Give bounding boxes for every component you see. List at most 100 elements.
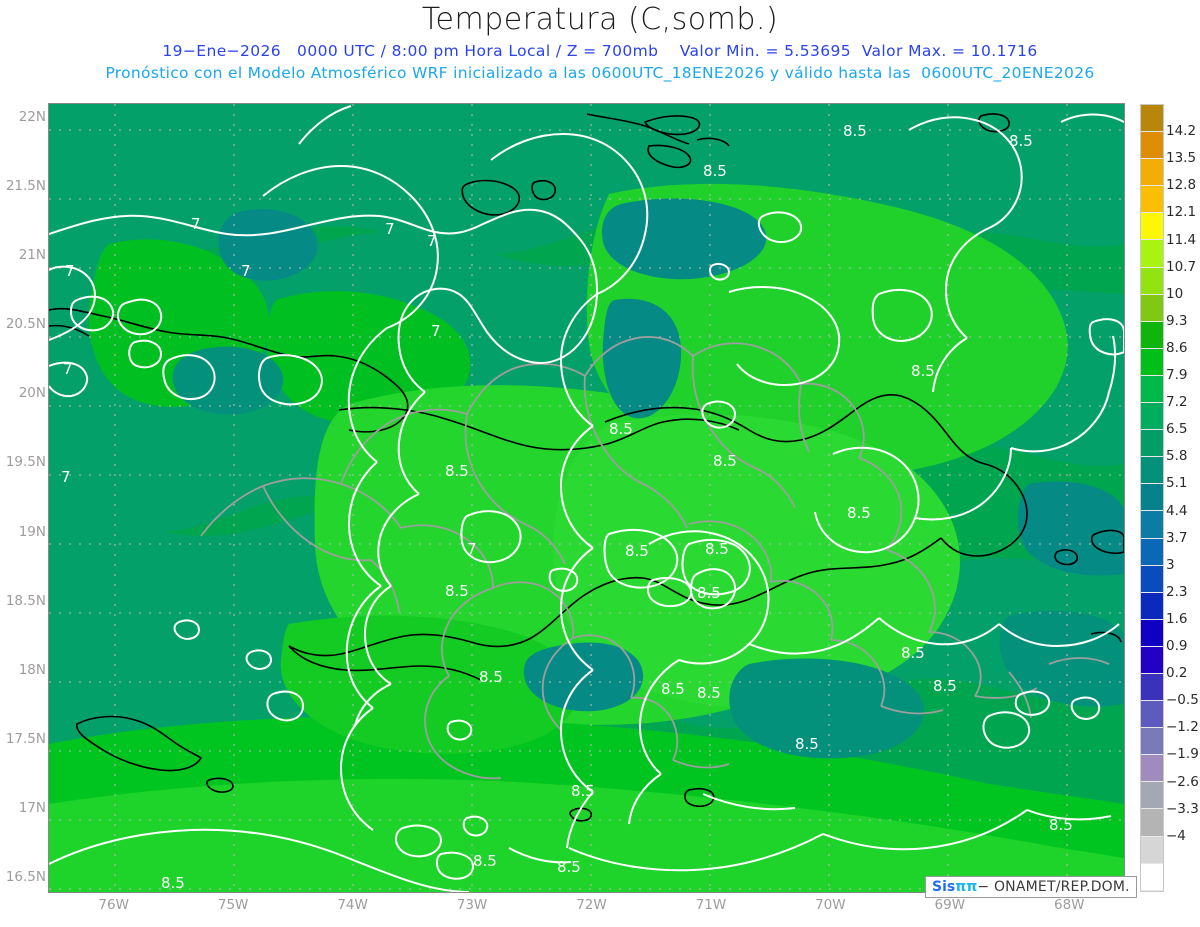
contour-7-a (49, 208, 599, 364)
contour-label-85: 8.5 (933, 677, 957, 695)
colorbar-tick-label: 10 (1166, 285, 1184, 302)
contour-label-85: 8.5 (795, 735, 819, 753)
colorbar-tick-label: 0.9 (1166, 638, 1188, 655)
colorbar-tick-label: 3.7 (1166, 529, 1188, 546)
contour-85-w (908, 116, 1023, 229)
contour-85-k (566, 791, 594, 849)
colorbar-cell (1141, 267, 1163, 295)
colorbar-tick-label: −3.3 (1166, 800, 1199, 817)
latitude-tick-label: 19.5N (5, 454, 46, 471)
colorbar-tick-label: −0.5 (1166, 692, 1199, 709)
contour-ring-15 (709, 262, 731, 281)
province-line-12 (441, 587, 494, 677)
contour-7-j (49, 361, 89, 398)
contour-label-85: 8.5 (1009, 132, 1033, 150)
latitude-tick-label: 16.5N (5, 869, 46, 886)
contour-7-o (363, 585, 392, 685)
shading-pocket-teal-6 (1017, 481, 1124, 576)
contour-label-7: 7 (63, 360, 73, 378)
map-plot-area[interactable]: 7 7 7 7 7 7 7 7 7 8.5 8.5 8.5 8.5 8.5 (48, 103, 1125, 893)
contour-85-aa (49, 828, 470, 892)
contour-85-o (689, 568, 736, 610)
contour-ring-1 (173, 619, 201, 640)
contour-label-85: 8.5 (843, 122, 867, 140)
contour-85-d (345, 585, 382, 709)
contour-label-7: 7 (241, 262, 251, 280)
contour-85-u (1010, 391, 1110, 453)
contour-label-85: 8.5 (703, 162, 727, 180)
coast-bahamas-7 (531, 179, 557, 201)
contour-label-85: 8.5 (705, 540, 729, 558)
contour-85-q (878, 617, 1000, 646)
colorbar-cell (1141, 132, 1163, 160)
contour-85-b (347, 327, 388, 463)
contour-85-l (648, 530, 770, 665)
contour-7-p (354, 683, 392, 727)
province-line-6 (800, 382, 865, 459)
contour-label-85: 8.5 (697, 584, 721, 602)
contour-ring-7 (1070, 696, 1101, 720)
shading-pocket-teal-3 (602, 298, 682, 419)
province-line-16 (770, 579, 834, 641)
contour-ring-12 (462, 815, 489, 837)
contour-85-n (628, 773, 662, 825)
colorbar[interactable] (1140, 104, 1164, 892)
province-line-13 (424, 675, 450, 763)
colorbar-cell (1141, 511, 1163, 539)
coast-hisp-n (338, 406, 740, 451)
longitude-tick-label: 74W (337, 897, 368, 913)
contour-7-k (258, 354, 323, 406)
contour-label-7: 7 (385, 220, 395, 238)
contour-label-85: 8.5 (445, 462, 469, 480)
contour-85-j (559, 669, 594, 793)
colorbar-tick-label: 12.1 (1166, 204, 1197, 221)
contour-label-layer: 7 7 7 7 7 7 7 7 7 8.5 8.5 8.5 8.5 8.5 (61, 122, 1073, 892)
province-line-20 (583, 375, 648, 487)
colorbar-cell (1141, 159, 1163, 187)
contour-label-85: 8.5 (901, 644, 925, 662)
province-line-25 (754, 467, 796, 509)
latitude-tick-label: 17N (18, 800, 46, 817)
subtitle-line-1: 19−Ene−2026 0000 UTC / 8:00 pm Hora Loca… (162, 42, 1038, 60)
colorbar-tick-label: 11.4 (1166, 231, 1197, 248)
colorbar-cell (1141, 403, 1163, 431)
contour-label-85: 8.5 (557, 858, 581, 876)
coast-bahamas-2 (643, 115, 701, 136)
province-line-26 (798, 383, 810, 453)
colorbar-tick-label: 9.3 (1166, 312, 1188, 329)
coast-mona (1054, 549, 1079, 566)
province-line-15 (688, 520, 773, 583)
longitude-tick-label: 71W (695, 897, 727, 913)
colorbar-tick-label: 7.2 (1166, 394, 1188, 411)
colorbar-tick-label: −1.2 (1166, 719, 1199, 736)
colorbar-cell (1141, 213, 1163, 241)
colorbar-tick-label: 4.4 (1166, 502, 1188, 519)
province-line-10 (572, 634, 636, 699)
province-line-22 (464, 413, 526, 525)
contour-ring-10 (395, 824, 443, 858)
colorbar-cell (1141, 565, 1163, 593)
page-title: Temperatura (C,somb.) (421, 2, 779, 37)
colorbar-cell (1141, 836, 1163, 864)
contour-label-85: 8.5 (697, 684, 721, 702)
attribution-logo[interactable]: Sis ππ − ONAMET/REP.DOM. (925, 876, 1137, 898)
shading-pocket-teal-1 (218, 209, 318, 281)
latitude-tick-label: 20.5N (5, 316, 46, 333)
colorbar-cell (1141, 321, 1163, 349)
contour-label-85: 8.5 (911, 362, 935, 380)
colorbar-tick-label: 5.1 (1166, 475, 1188, 492)
logo-sis-text: Sis (932, 879, 956, 895)
latitude-tick-label: 21.5N (5, 177, 46, 194)
contour-7-q (460, 510, 522, 564)
subtitle-line-2: Pronóstico con el Modelo Atmosférico WRF… (105, 64, 1095, 82)
colorbar-tick-label: −2.6 (1166, 773, 1199, 790)
coast-pr-west (1090, 529, 1124, 555)
contour-label-7: 7 (61, 468, 71, 486)
contour-85-c (347, 461, 382, 587)
contour-ring-11 (435, 851, 475, 880)
coast-small-2 (684, 787, 715, 808)
contour-85-i (559, 547, 594, 671)
colorbar-tick-label: 10.7 (1166, 258, 1197, 275)
map-svg: 7 7 7 7 7 7 7 7 7 8.5 8.5 8.5 8.5 8.5 (49, 104, 1124, 892)
